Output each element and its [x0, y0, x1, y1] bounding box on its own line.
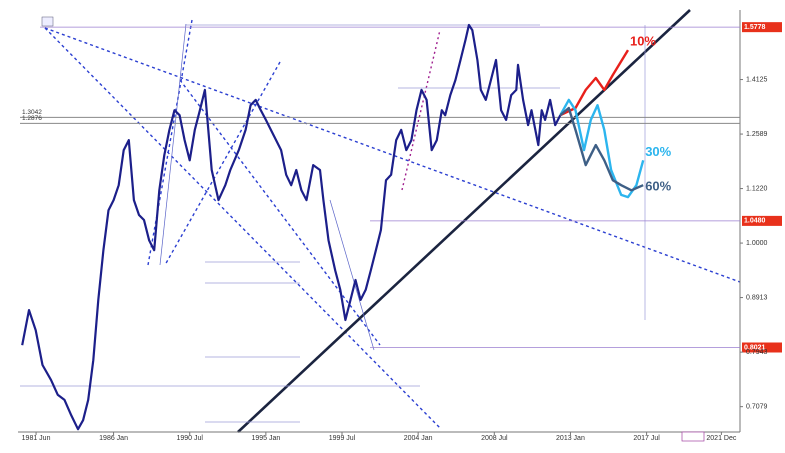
- x-tick-label: 1986 Jan: [99, 435, 128, 442]
- series-label: 60%: [645, 179, 671, 194]
- x-tick-label: 2021 Dec: [706, 435, 736, 442]
- y-tick-label: 1.4125: [746, 76, 768, 83]
- trend-line: [164, 61, 281, 266]
- x-tick-label: 1995 Jan: [251, 435, 280, 442]
- x-tick-label: 2017 Jul: [633, 435, 660, 442]
- y-tick-label: 1.0000: [746, 240, 768, 247]
- series-label: 10%: [630, 34, 656, 49]
- level-label: 1.0480: [744, 218, 766, 225]
- projection-line: [329, 199, 375, 351]
- trend-line: [44, 27, 441, 429]
- level-label: 1.5778: [744, 24, 766, 31]
- x-tick-label: 2013 Jan: [556, 435, 585, 442]
- level-badge: [742, 342, 782, 353]
- level-badge: [742, 215, 782, 226]
- y-tick-label: 1.1220: [746, 185, 768, 192]
- level-label: 0.8021: [744, 344, 766, 351]
- reference-label: 1.3042: [22, 109, 42, 116]
- series-line: [21, 23, 562, 431]
- reference-label: 1.2876: [22, 115, 42, 122]
- x-tick-label: 1990 Jul: [176, 435, 203, 442]
- level-badge: [742, 22, 782, 33]
- x-tick-label: 2008 Jul: [481, 435, 508, 442]
- x-tick-label: 1981 Jun: [22, 435, 51, 442]
- y-tick-label: 0.8913: [746, 294, 768, 301]
- y-tick-label: 0.7943: [746, 349, 768, 356]
- annotation-box: [681, 431, 705, 442]
- y-tick-label: 1.2589: [746, 131, 768, 138]
- trend-line: [179, 79, 381, 346]
- series-line: [559, 106, 644, 192]
- annotations: [41, 16, 705, 442]
- x-tick-label: 1999 Jul: [329, 435, 356, 442]
- series-label: 30%: [645, 144, 671, 159]
- series-line: [559, 98, 645, 199]
- annotation-box: [41, 16, 54, 27]
- x-tick-label: 2004 Jan: [404, 435, 433, 442]
- y-tick-label: 0.7079: [746, 403, 768, 410]
- projection-line: [159, 23, 187, 266]
